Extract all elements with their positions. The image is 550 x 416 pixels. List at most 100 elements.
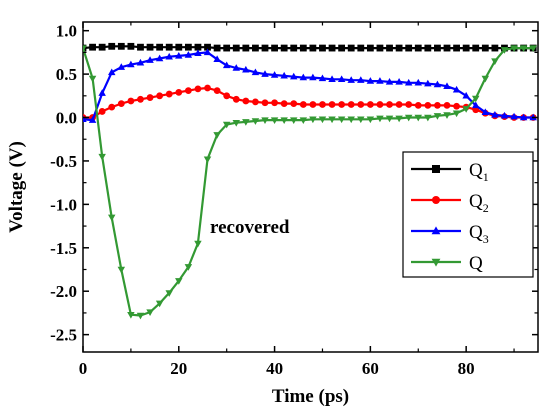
y-tick-label: -0.5 xyxy=(50,152,77,171)
series-q-point xyxy=(98,153,106,161)
series-q-point xyxy=(309,116,317,124)
series-q2-point xyxy=(194,85,202,93)
series-q-point xyxy=(347,116,355,124)
series-q1-point xyxy=(491,44,499,52)
series-q2-point xyxy=(223,92,231,100)
series-q-point xyxy=(242,119,250,126)
series-q1-point xyxy=(213,44,221,52)
legend-item-q3-marker xyxy=(431,226,441,235)
series-q3-point xyxy=(347,76,355,83)
series-q-point xyxy=(404,114,413,122)
series-q2-point xyxy=(357,101,365,108)
series-q2-point xyxy=(232,95,240,103)
series-q3-point xyxy=(452,85,461,93)
series-q3-point xyxy=(433,80,442,88)
plot-frame xyxy=(82,21,539,353)
series-q2-point xyxy=(280,100,288,108)
legend-item-q3: Q3 xyxy=(411,222,489,246)
series-q2-point xyxy=(242,97,250,105)
series-q3-point xyxy=(357,76,365,83)
series-q1-point xyxy=(434,44,441,52)
series-q2-point xyxy=(443,101,451,109)
series-q3-point xyxy=(337,75,346,83)
series-q2-point xyxy=(146,94,154,101)
series-q-point xyxy=(136,312,145,320)
series-q3-point xyxy=(107,68,116,76)
legend-item-q1-marker xyxy=(432,165,440,173)
series-q3-point xyxy=(510,112,518,120)
legend-item-q3-label: Q3 xyxy=(469,222,489,246)
series-q3-point xyxy=(232,64,241,71)
series-q3 xyxy=(83,48,537,123)
series-q-point xyxy=(289,117,298,125)
series-q-point xyxy=(471,95,480,103)
series-q3-point xyxy=(376,77,384,84)
series-q-point xyxy=(328,116,336,124)
series-q-point xyxy=(529,45,537,52)
legend-item-q-label: Q xyxy=(469,253,483,274)
series-q3-point xyxy=(98,89,106,96)
series-q2-point xyxy=(453,102,460,110)
series-q3-point xyxy=(462,91,470,99)
legend-item-q2: Q2 xyxy=(411,191,489,215)
series-q1-point xyxy=(309,44,317,52)
series-q3-point xyxy=(184,51,193,58)
series-q3-point xyxy=(404,78,413,86)
series-q2-point xyxy=(213,87,221,95)
series-q1-point xyxy=(338,44,346,52)
y-tick-label: 0.5 xyxy=(56,65,77,84)
series-q2-point xyxy=(386,101,393,108)
series-q-point xyxy=(414,114,423,122)
series-q2-point xyxy=(204,84,211,92)
series-q1-point xyxy=(414,44,422,52)
series-q3-point xyxy=(309,73,317,81)
series-q-point xyxy=(481,75,490,83)
series-q-point xyxy=(165,290,173,297)
series-q2-point xyxy=(261,99,269,107)
series-q2-point xyxy=(414,101,422,109)
series-q-point xyxy=(117,266,126,274)
series-q3-point xyxy=(175,51,183,59)
y-tick-label: 1.0 xyxy=(56,22,77,41)
series-q-point xyxy=(184,264,193,271)
y-axis-label: Voltage (V) xyxy=(6,141,27,233)
series-q2-point xyxy=(434,101,441,109)
series-q3-point xyxy=(519,113,528,121)
series-q1-point xyxy=(204,43,211,51)
x-tick-label: 20 xyxy=(170,359,187,378)
series-q1-point xyxy=(328,44,336,52)
series-q1-point xyxy=(319,44,326,52)
legend-item-q2-label: Q2 xyxy=(469,191,489,215)
series-q3-point xyxy=(146,56,154,63)
series-q2-point xyxy=(347,101,355,108)
y-tick-label: -1.0 xyxy=(50,195,77,214)
series-q1-point xyxy=(386,44,393,52)
series-q2-point xyxy=(338,101,346,108)
series-q3-point xyxy=(318,74,327,82)
series-q xyxy=(83,45,537,320)
series-q3-point xyxy=(203,48,212,56)
legend-item-q2-marker xyxy=(432,196,440,204)
series-q1-point xyxy=(424,44,432,52)
series-q1-point xyxy=(223,44,231,52)
series-q-point xyxy=(491,58,499,65)
series-q-point xyxy=(519,45,528,52)
series-q-point xyxy=(146,309,154,316)
series-q3-point xyxy=(261,70,269,77)
series-q1-point xyxy=(443,44,451,52)
series-q3-point xyxy=(491,111,499,118)
series-q-point xyxy=(194,240,202,248)
series-q1 xyxy=(83,42,537,52)
series-q3-point xyxy=(213,55,221,63)
series-q3-point xyxy=(136,58,145,66)
legend-item-q1: Q1 xyxy=(411,160,489,184)
series-q1-point xyxy=(261,44,269,52)
series-q-point xyxy=(433,113,442,120)
series-q3-point xyxy=(299,73,308,81)
y-tick-label: 0.0 xyxy=(56,109,77,128)
series-q1-point xyxy=(252,44,259,52)
legend-item-q: Q xyxy=(411,253,483,274)
series-q1-point xyxy=(376,44,384,52)
series-q-point xyxy=(424,114,432,122)
x-tick-label: 0 xyxy=(79,359,88,378)
